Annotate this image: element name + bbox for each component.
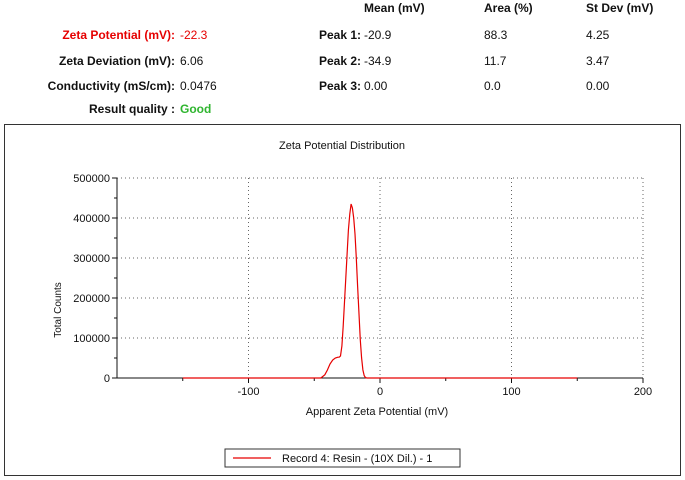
peak-1-stdev: 4.25: [586, 28, 610, 42]
legend: Record 4: Resin - (10X Dil.) - 1: [224, 448, 461, 468]
zeta-distribution-chart: Zeta Potential Distribution 0 100000 20000…: [4, 124, 681, 476]
peak-2-mean: -34.9: [364, 54, 392, 68]
peak-3-stdev: 0.00: [586, 79, 610, 93]
legend-series-label: Record 4: Resin - (10X Dil.) - 1: [282, 453, 432, 465]
peak-2-stdev: 3.47: [586, 54, 610, 68]
conductivity-value: 0.0476: [180, 79, 217, 93]
peak-3-mean: 0.00: [364, 79, 388, 93]
zeta-potential-label: Zeta Potential (mV):: [62, 28, 175, 42]
peak-1-mean: -20.9: [364, 28, 392, 42]
series-layer: [182, 203, 578, 379]
x-tick-label: 100: [502, 386, 520, 398]
x-tick-label: 0: [377, 386, 383, 398]
series-line-1: [182, 203, 578, 379]
conductivity-label: Conductivity (mS/cm):: [47, 79, 175, 93]
chart-title: Zeta Potential Distribution: [279, 140, 405, 152]
y-tick-label: 400000: [73, 213, 110, 225]
peaks-header-area: Area (%): [484, 1, 533, 15]
y-tick-label: 300000: [73, 253, 110, 265]
peaks-header-mean: Mean (mV): [364, 1, 425, 15]
zeta-deviation-value: 6.06: [180, 54, 204, 68]
peak-2-label: Peak 2:: [318, 54, 361, 68]
zeta-deviation-label: Zeta Deviation (mV):: [58, 54, 175, 68]
chart-canvas: Zeta Potential Distribution 0 100000 20000…: [53, 140, 652, 468]
y-tick-label: 500000: [73, 173, 110, 185]
grid-lines: [117, 177, 644, 378]
result-quality-value: Good: [180, 102, 212, 116]
peak-3-label: Peak 3:: [318, 79, 361, 93]
peak-1-area: 88.3: [484, 28, 508, 42]
peak-2-area: 11.7: [484, 54, 507, 68]
y-tick-label: 200000: [73, 293, 110, 305]
y-tick-label: 0: [104, 373, 110, 385]
peaks-header-stdev: St Dev (mV): [586, 1, 654, 15]
x-tick-label: -100: [237, 386, 259, 398]
y-tick-label: 100000: [73, 333, 110, 345]
peak-1-label: Peak 1:: [318, 28, 361, 42]
x-tick-label: 200: [634, 386, 652, 398]
y-axis-label: Total Counts: [53, 282, 64, 338]
x-axis-label: Apparent Zeta Potential (mV): [306, 406, 448, 418]
result-quality-label: Result quality :: [88, 102, 175, 116]
legend-box: [224, 448, 461, 468]
zeta-potential-value: -22.3: [180, 28, 208, 42]
peak-3-area: 0.0: [484, 79, 501, 93]
